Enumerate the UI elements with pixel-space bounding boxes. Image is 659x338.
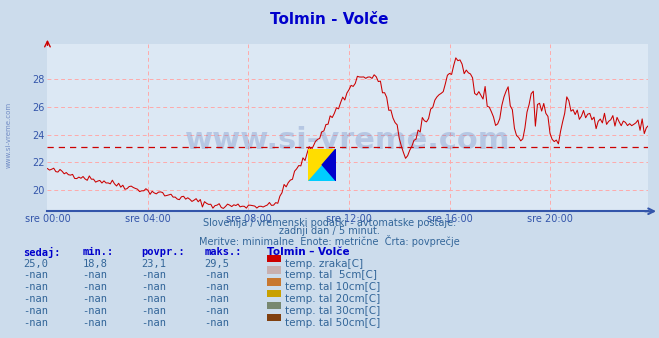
Text: -nan: -nan: [82, 282, 107, 292]
Text: -nan: -nan: [204, 294, 229, 304]
Text: min.:: min.:: [82, 247, 113, 258]
Text: -nan: -nan: [204, 306, 229, 316]
Text: -nan: -nan: [23, 270, 48, 281]
Text: -nan: -nan: [82, 318, 107, 328]
Text: Meritve: minimalne  Enote: metrične  Črta: povprečje: Meritve: minimalne Enote: metrične Črta:…: [199, 235, 460, 247]
Text: maks.:: maks.:: [204, 247, 242, 258]
Text: -nan: -nan: [142, 270, 167, 281]
Text: -nan: -nan: [23, 294, 48, 304]
Text: temp. tal 30cm[C]: temp. tal 30cm[C]: [285, 306, 380, 316]
Text: povpr.:: povpr.:: [142, 247, 185, 258]
Text: www.si-vreme.com: www.si-vreme.com: [5, 102, 12, 168]
Text: 18,8: 18,8: [82, 259, 107, 269]
Text: 25,0: 25,0: [23, 259, 48, 269]
Text: -nan: -nan: [204, 282, 229, 292]
Text: -nan: -nan: [23, 282, 48, 292]
Polygon shape: [322, 149, 336, 181]
Text: temp. zraka[C]: temp. zraka[C]: [285, 259, 363, 269]
Polygon shape: [308, 149, 336, 181]
Text: Tolmin - Volče: Tolmin - Volče: [270, 12, 389, 27]
Text: -nan: -nan: [23, 306, 48, 316]
Text: temp. tal 50cm[C]: temp. tal 50cm[C]: [285, 318, 380, 328]
Text: Slovenija / vremenski podatki - avtomatske postaje.: Slovenija / vremenski podatki - avtomats…: [203, 218, 456, 228]
Text: -nan: -nan: [204, 270, 229, 281]
Text: sedaj:: sedaj:: [23, 247, 61, 259]
Text: www.si-vreme.com: www.si-vreme.com: [185, 126, 511, 155]
Text: Tolmin – Volče: Tolmin – Volče: [267, 247, 349, 258]
Text: -nan: -nan: [142, 318, 167, 328]
Text: -nan: -nan: [204, 318, 229, 328]
Polygon shape: [308, 149, 336, 181]
Text: -nan: -nan: [23, 318, 48, 328]
Text: -nan: -nan: [82, 270, 107, 281]
Text: temp. tal  5cm[C]: temp. tal 5cm[C]: [285, 270, 377, 281]
Text: -nan: -nan: [82, 294, 107, 304]
Text: -nan: -nan: [142, 294, 167, 304]
Text: -nan: -nan: [142, 282, 167, 292]
Text: 29,5: 29,5: [204, 259, 229, 269]
Text: -nan: -nan: [82, 306, 107, 316]
Text: temp. tal 20cm[C]: temp. tal 20cm[C]: [285, 294, 380, 304]
Text: temp. tal 10cm[C]: temp. tal 10cm[C]: [285, 282, 380, 292]
Text: zadnji dan / 5 minut.: zadnji dan / 5 minut.: [279, 226, 380, 237]
Text: 23,1: 23,1: [142, 259, 167, 269]
Text: -nan: -nan: [142, 306, 167, 316]
